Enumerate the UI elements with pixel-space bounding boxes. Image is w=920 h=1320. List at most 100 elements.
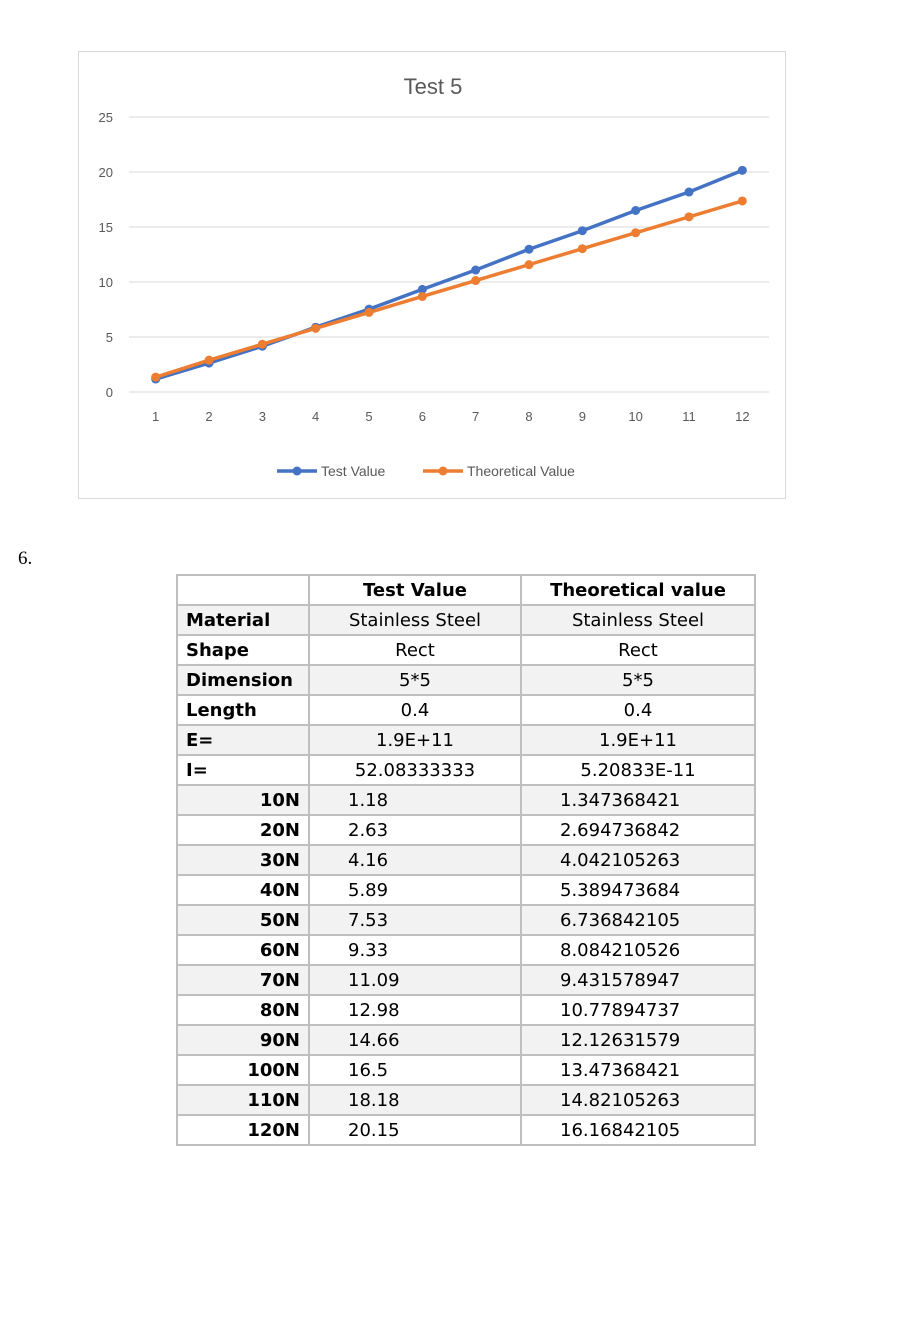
- data-point: [204, 355, 214, 365]
- data-point: [471, 276, 481, 286]
- test-value-cell: Stainless Steel: [308, 604, 522, 636]
- table-row: 90N 14.66 12.12631579: [176, 1024, 756, 1056]
- load-label: 20N: [176, 814, 310, 846]
- results-table: Test Value Theoretical value Material Stain…: [176, 574, 756, 1146]
- table-row: 50N 7.53 6.736842105: [176, 904, 756, 936]
- load-label: 80N: [176, 994, 310, 1026]
- test-value-cell: 1.9E+11: [308, 724, 522, 756]
- series-line-theoretical-value: [155, 199, 743, 379]
- test-value-cell: 7.53: [308, 904, 522, 936]
- row-label: E=: [176, 724, 310, 756]
- y-tick-label: 5: [106, 330, 113, 345]
- table-header-cell: [176, 574, 310, 606]
- test-value-cell: 5.89: [308, 874, 522, 906]
- series-line-test-value: [155, 168, 743, 381]
- table-row: 60N 9.33 8.084210526: [176, 934, 756, 966]
- theoretical-value-cell: 4.042105263: [520, 844, 756, 876]
- table-row: Material Stainless Steel Stainless Steel: [176, 604, 756, 636]
- data-point: [471, 265, 481, 275]
- legend-marker: [438, 466, 448, 476]
- data-point: [417, 291, 427, 301]
- load-label: 100N: [176, 1054, 310, 1086]
- table-row: 10N 1.18 1.347368421: [176, 784, 756, 816]
- test-value-cell: Rect: [308, 634, 522, 666]
- legend-label: Theoretical Value: [467, 463, 575, 479]
- table-row: Dimension 5*5 5*5: [176, 664, 756, 696]
- load-label: 70N: [176, 964, 310, 996]
- x-tick-label: 7: [472, 409, 479, 424]
- y-tick-label: 0: [106, 385, 113, 400]
- table-row: 30N 4.16 4.042105263: [176, 844, 756, 876]
- theoretical-value-cell: 10.77894737: [520, 994, 756, 1026]
- line-chart: Test 5 0 5 10 15 20 25 1 2 3 4 5 6 7 8 9 10 11 12 Test Valu…: [78, 51, 786, 499]
- test-value-cell: 18.18: [308, 1084, 522, 1116]
- x-tick-label: 5: [365, 409, 372, 424]
- data-point: [684, 187, 694, 197]
- row-label: Length: [176, 694, 310, 726]
- y-tick-label: 20: [99, 165, 113, 180]
- chart-title: Test 5: [404, 74, 463, 99]
- data-point: [311, 323, 321, 333]
- test-value-cell: 20.15: [308, 1114, 522, 1146]
- x-tick-label: 3: [259, 409, 266, 424]
- test-value-cell: 0.4: [308, 694, 522, 726]
- theoretical-value-cell: 8.084210526: [520, 934, 756, 966]
- theoretical-value-cell: 16.16842105: [520, 1114, 756, 1146]
- x-tick-label: 9: [579, 409, 586, 424]
- row-label: I=: [176, 754, 310, 786]
- test-value-cell: 12.98: [308, 994, 522, 1026]
- data-point: [737, 165, 747, 175]
- load-label: 60N: [176, 934, 310, 966]
- row-label: Material: [176, 604, 310, 636]
- data-point: [684, 212, 694, 222]
- table-row: 40N 5.89 5.389473684: [176, 874, 756, 906]
- load-label: 30N: [176, 844, 310, 876]
- table-row: 80N 12.98 10.77894737: [176, 994, 756, 1026]
- table-row: Length 0.4 0.4: [176, 694, 756, 726]
- theoretical-value-cell: 1.9E+11: [520, 724, 756, 756]
- test-value-cell: 1.18: [308, 784, 522, 816]
- data-point: [364, 307, 374, 317]
- x-tick-label: 10: [628, 409, 642, 424]
- table-row: 120N 20.15 16.16842105: [176, 1114, 756, 1146]
- theoretical-value-cell: Stainless Steel: [520, 604, 756, 636]
- x-tick-label: 1: [152, 409, 159, 424]
- test-value-cell: 5*5: [308, 664, 522, 696]
- theoretical-value-cell: 14.82105263: [520, 1084, 756, 1116]
- x-tick-label: 6: [419, 409, 426, 424]
- table-row: Shape Rect Rect: [176, 634, 756, 666]
- theoretical-value-cell: 5*5: [520, 664, 756, 696]
- load-label: 40N: [176, 874, 310, 906]
- table-header-cell: Test Value: [308, 574, 522, 606]
- theoretical-value-cell: 5.20833E-11: [520, 754, 756, 786]
- x-tick-label: 12: [735, 409, 749, 424]
- y-tick-label: 25: [99, 110, 113, 125]
- data-point: [631, 206, 641, 215]
- theoretical-value-cell: 9.431578947: [520, 964, 756, 996]
- data-point: [257, 339, 267, 349]
- legend-marker: [292, 466, 302, 476]
- load-label: 120N: [176, 1114, 310, 1146]
- load-label: 50N: [176, 904, 310, 936]
- table-row: I= 52.08333333 5.20833E-11: [176, 754, 756, 786]
- theoretical-value-cell: 5.389473684: [520, 874, 756, 906]
- x-tick-label: 11: [682, 409, 696, 424]
- row-label: Dimension: [176, 664, 310, 696]
- data-point: [631, 228, 641, 238]
- theoretical-value-cell: 12.12631579: [520, 1024, 756, 1056]
- table-row: 100N 16.5 13.47368421: [176, 1054, 756, 1086]
- table-header-row: Test Value Theoretical value: [176, 574, 756, 606]
- table-row: E= 1.9E+11 1.9E+11: [176, 724, 756, 756]
- y-tick-label: 15: [99, 220, 113, 235]
- load-label: 10N: [176, 784, 310, 816]
- data-point: [417, 284, 427, 294]
- section-number: 6.: [18, 548, 33, 569]
- theoretical-value-cell: 2.694736842: [520, 814, 756, 846]
- y-tick-label: 10: [99, 275, 113, 290]
- test-value-cell: 52.08333333: [308, 754, 522, 786]
- data-point: [151, 372, 161, 382]
- load-label: 110N: [176, 1084, 310, 1116]
- theoretical-value-cell: 1.347368421: [520, 784, 756, 816]
- table-row: 20N 2.63 2.694736842: [176, 814, 756, 846]
